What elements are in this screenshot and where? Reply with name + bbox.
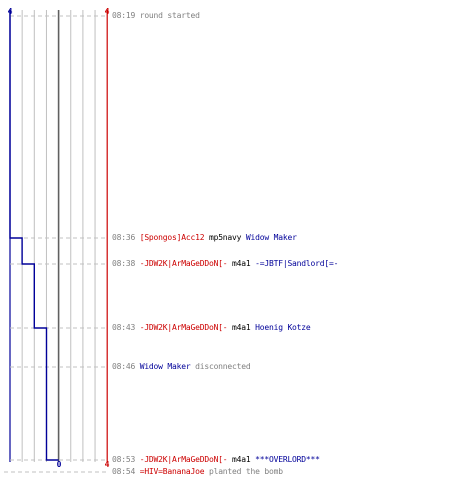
event-row: 08:19 round started — [112, 11, 200, 21]
event-row: 08:54 =HIV=BananaJoe planted the bomb — [112, 467, 283, 477]
weapon-name: m4a1 — [227, 323, 256, 332]
event-dashed-lines — [4, 15, 108, 473]
event-time: 08:38 — [112, 259, 140, 268]
event-text: disconnected — [190, 362, 251, 371]
lane-grid — [9, 10, 108, 462]
player-name: -JDW2K|ArMaGeDDoN[- — [139, 323, 228, 332]
event-time: 08:53 — [112, 455, 140, 464]
player-name: =HIV=BananaJoe — [139, 467, 205, 476]
player-name: -=JBTF|Sandlord[=- — [255, 259, 339, 268]
player-name: Widow Maker — [139, 362, 191, 371]
event-row: 08:43 -JDW2K|ArMaGeDDoN[- m4a1 Hoenig Ko… — [112, 323, 311, 333]
t-score-bottom-label: 4 — [105, 460, 110, 469]
player-name: Hoenig Kotze — [255, 323, 311, 332]
event-text: round started — [139, 11, 200, 20]
t-score-top-label: 4 — [105, 7, 110, 16]
score-labels: 4 4 4 0 — [8, 7, 110, 469]
event-time: 08:36 — [112, 233, 140, 242]
event-row: 08:38 -JDW2K|ArMaGeDDoN[- m4a1 -=JBTF|Sa… — [112, 259, 338, 269]
player-name: ***OVERLORD*** — [255, 455, 320, 464]
event-row: 08:36 [Spongos]Acc12 mp5navy Widow Maker — [112, 233, 297, 243]
weapon-name: m4a1 — [227, 455, 256, 464]
event-time: 08:43 — [112, 323, 140, 332]
event-row: 08:46 Widow Maker disconnected — [112, 362, 251, 372]
center-score-label: 0 — [57, 460, 62, 469]
event-time: 08:54 — [112, 467, 140, 476]
event-row: 08:53 -JDW2K|ArMaGeDDoN[- m4a1 ***OVERLO… — [112, 455, 320, 465]
weapon-name: mp5navy — [204, 233, 246, 242]
event-time: 08:46 — [112, 362, 140, 371]
player-name: Widow Maker — [245, 233, 297, 242]
weapon-name: m4a1 — [227, 259, 256, 268]
event-text: planted the bomb — [204, 467, 283, 476]
series-line-ct — [9, 10, 59, 461]
score-series — [9, 10, 59, 461]
ct-score-top-label: 4 — [8, 7, 13, 16]
player-name: -JDW2K|ArMaGeDDoN[- — [139, 259, 228, 268]
player-name: [Spongos]Acc12 — [139, 233, 205, 242]
player-name: -JDW2K|ArMaGeDDoN[- — [139, 455, 228, 464]
event-time: 08:19 — [112, 11, 140, 20]
